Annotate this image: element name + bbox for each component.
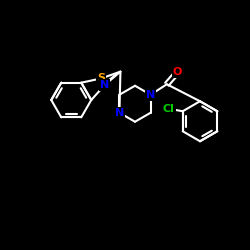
Text: O: O xyxy=(173,67,182,77)
Text: N: N xyxy=(146,90,155,100)
Text: N: N xyxy=(115,108,124,118)
Text: Cl: Cl xyxy=(163,104,175,114)
Text: S: S xyxy=(97,74,105,84)
Text: N: N xyxy=(100,80,110,90)
